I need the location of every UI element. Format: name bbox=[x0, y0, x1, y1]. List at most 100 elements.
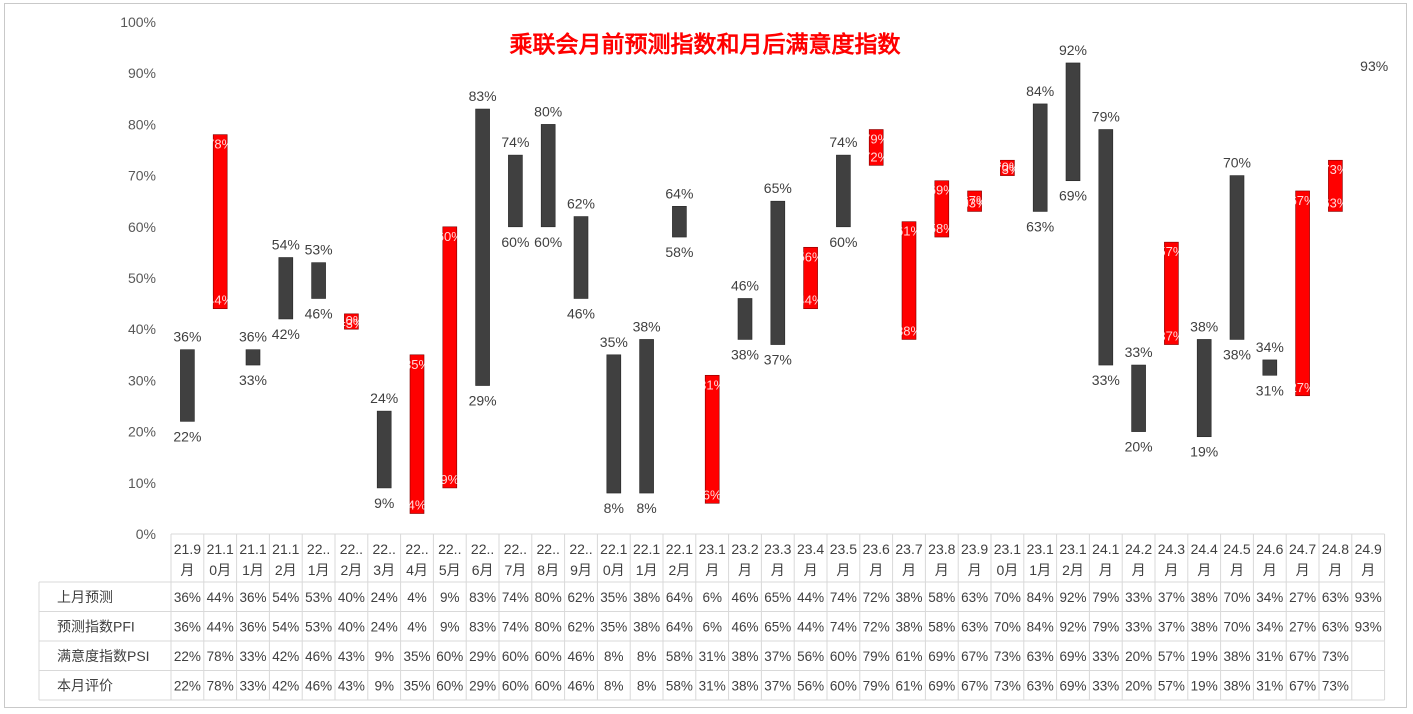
data-label: 35% bbox=[600, 334, 628, 350]
table-cell: 79% bbox=[863, 649, 890, 664]
category-label: 22.. bbox=[438, 541, 461, 557]
category-label: 24.1 bbox=[1092, 541, 1119, 557]
data-label: 34% bbox=[1256, 339, 1284, 355]
table-cell: 46% bbox=[731, 590, 758, 605]
table-cell: 60% bbox=[502, 679, 529, 694]
category-label: 月 bbox=[1197, 562, 1211, 578]
table-cell: 56% bbox=[797, 679, 824, 694]
data-label: 38% bbox=[633, 318, 661, 334]
category-label: 23.2 bbox=[731, 541, 758, 557]
table-cell: 27% bbox=[1289, 620, 1316, 635]
category-label: 22.. bbox=[340, 541, 363, 557]
data-label: 38% bbox=[1223, 346, 1251, 362]
table-cell: 38% bbox=[1191, 620, 1218, 635]
category-label: 23.1 bbox=[699, 541, 726, 557]
table-cell: 36% bbox=[239, 590, 266, 605]
table-cell: 63% bbox=[1322, 620, 1349, 635]
table-cell: 31% bbox=[699, 649, 726, 664]
data-label: 70% bbox=[994, 160, 1020, 175]
table-cell: 74% bbox=[830, 590, 857, 605]
table-cell: 9% bbox=[374, 649, 394, 664]
category-label: 1月 bbox=[242, 562, 264, 578]
chart-title: 乘联会月前预测指数和月后满意度指数 bbox=[509, 31, 902, 57]
category-label: 24.6 bbox=[1256, 541, 1283, 557]
table-cell: 63% bbox=[961, 620, 988, 635]
table-cell: 79% bbox=[863, 679, 890, 694]
table-cell: 80% bbox=[535, 590, 562, 605]
table-cell: 35% bbox=[600, 590, 627, 605]
data-label: 46% bbox=[305, 305, 333, 321]
fall-bar bbox=[1065, 62, 1081, 182]
data-label: 78% bbox=[207, 137, 233, 152]
data-label: 33% bbox=[1125, 344, 1153, 360]
category-label: 月 bbox=[1361, 562, 1375, 578]
table-cell: 72% bbox=[863, 590, 890, 605]
table-row-header: 上月预测 bbox=[57, 589, 113, 605]
data-label: 73% bbox=[1322, 162, 1348, 177]
table-cell: 46% bbox=[567, 679, 594, 694]
table-cell: 60% bbox=[436, 679, 463, 694]
chart-svg: 乘联会月前预测指数和月后满意度指数 0% 10% 20% 30% 40% 50% 60% 70… bbox=[38, 14, 1388, 701]
category-label: 2月 bbox=[669, 562, 691, 578]
table-cell: 92% bbox=[1059, 620, 1086, 635]
rise-bar bbox=[1164, 241, 1179, 345]
table-cell: 80% bbox=[535, 620, 562, 635]
table-cell: 74% bbox=[502, 590, 529, 605]
category-label: 23.7 bbox=[895, 541, 922, 557]
table-cell: 8% bbox=[637, 679, 657, 694]
category-label: 21.1 bbox=[272, 541, 299, 557]
category-label: 月 bbox=[968, 562, 982, 578]
rise-bar bbox=[344, 313, 359, 330]
table-cell: 58% bbox=[928, 590, 955, 605]
table-cell: 33% bbox=[239, 679, 266, 694]
table-cell: 69% bbox=[1059, 679, 1086, 694]
fall-bar bbox=[672, 206, 687, 238]
category-label: 22.. bbox=[504, 541, 527, 557]
table-cell: 38% bbox=[633, 620, 660, 635]
table-cell: 35% bbox=[403, 649, 430, 664]
table-cell: 8% bbox=[604, 679, 624, 694]
category-label: 22.. bbox=[569, 541, 592, 557]
data-label: 92% bbox=[1059, 42, 1087, 58]
table-cell: 60% bbox=[502, 649, 529, 664]
table-cell: 19% bbox=[1191, 649, 1218, 664]
table-cell: 37% bbox=[764, 649, 791, 664]
fall-bar bbox=[1032, 103, 1048, 212]
category-label: 24.2 bbox=[1125, 541, 1152, 557]
table-cell: 46% bbox=[567, 649, 594, 664]
table-cell: 44% bbox=[797, 590, 824, 605]
fall-bar bbox=[508, 154, 523, 228]
table-cell: 61% bbox=[895, 649, 922, 664]
category-label: 23.1 bbox=[1059, 541, 1086, 557]
table-cell: 65% bbox=[764, 590, 791, 605]
category-label: 22.. bbox=[307, 541, 330, 557]
table-cell: 22% bbox=[174, 649, 201, 664]
data-label: 73% bbox=[994, 162, 1020, 177]
table-cell: 56% bbox=[797, 649, 824, 664]
data-label: 6% bbox=[703, 487, 722, 502]
category-label: 22.. bbox=[471, 541, 494, 557]
table-cell: 40% bbox=[338, 590, 365, 605]
data-label: 79% bbox=[1092, 109, 1120, 125]
table-cell: 69% bbox=[928, 679, 955, 694]
table-cell: 4% bbox=[407, 620, 427, 635]
table-cell: 60% bbox=[830, 679, 857, 694]
table-cell: 78% bbox=[207, 649, 234, 664]
table-cell: 70% bbox=[1223, 590, 1250, 605]
table-cell: 57% bbox=[1158, 679, 1185, 694]
rise-bar bbox=[442, 226, 458, 489]
category-label: 23.4 bbox=[797, 541, 824, 557]
table-cell: 6% bbox=[702, 620, 722, 635]
category-label: 月 bbox=[1230, 562, 1244, 578]
chart-frame: 乘联会月前预测指数和月后满意度指数 0% 10% 20% 30% 40% 50% 60% 70… bbox=[4, 3, 1407, 708]
table-cell: 54% bbox=[272, 620, 299, 635]
table-cell: 54% bbox=[272, 590, 299, 605]
rise-bar bbox=[1328, 159, 1343, 212]
fall-bar bbox=[540, 124, 556, 228]
category-label: 月 bbox=[1328, 562, 1342, 578]
table-cell: 29% bbox=[469, 649, 496, 664]
table-cell: 92% bbox=[1059, 590, 1086, 605]
fall-bar bbox=[180, 349, 195, 422]
y-tick-label: 40% bbox=[128, 321, 156, 337]
table-cell: 60% bbox=[436, 649, 463, 664]
